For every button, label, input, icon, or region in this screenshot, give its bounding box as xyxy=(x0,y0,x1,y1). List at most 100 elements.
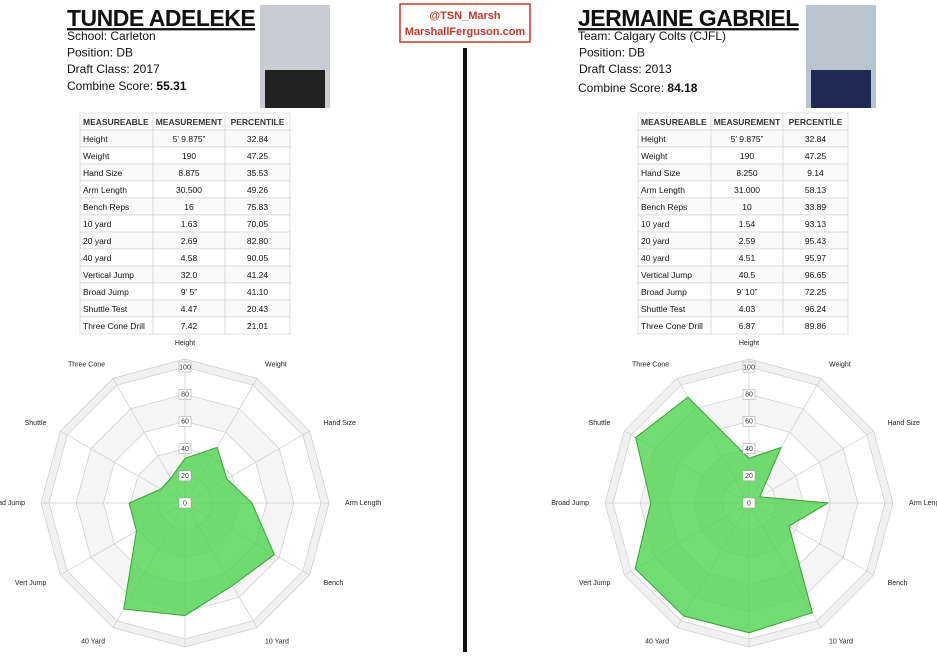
table-text: 82.80 xyxy=(247,236,269,246)
table-text: Vertical Jump xyxy=(83,270,134,280)
table-text: 10 yard xyxy=(83,219,112,229)
axis-label: Height xyxy=(739,340,759,347)
player-info: School: Carleton xyxy=(67,29,156,43)
score-label: Combine Score: xyxy=(578,81,664,95)
table-text: Height xyxy=(641,134,666,144)
axis-label: 10 Yard xyxy=(265,638,289,645)
table-text: 40.5 xyxy=(739,270,756,280)
table-header: MEASUREABLE xyxy=(641,117,707,127)
score-label: Combine Score: xyxy=(67,79,153,93)
r-tick-label: 0 xyxy=(747,500,751,507)
player-info: Position: DB xyxy=(67,46,133,60)
table-text: Bench Reps xyxy=(83,202,129,212)
table-text: 1.54 xyxy=(739,219,756,229)
r-tick-label: 60 xyxy=(181,419,189,426)
player-jersey xyxy=(811,70,871,108)
combine-score: Combine Score: 55.31 xyxy=(67,79,187,93)
table-text: 89.86 xyxy=(805,321,827,331)
axis-label: Shuttle xyxy=(25,420,47,427)
table-text: 4.03 xyxy=(739,304,756,314)
r-tick-label: 0 xyxy=(183,500,187,507)
table-text: Weight xyxy=(641,151,668,161)
table-text: Arm Length xyxy=(83,185,127,195)
table-text: Shuttle Test xyxy=(83,304,128,314)
axis-label: Three Cone xyxy=(632,361,669,368)
tick-label-bg xyxy=(742,388,756,400)
r-tick-label: 20 xyxy=(181,473,189,480)
table-text: 41.24 xyxy=(247,270,269,280)
table-text: Arm Length xyxy=(641,185,685,195)
player-info: Draft Class: 2017 xyxy=(67,62,160,76)
table-header: MEASUREABLE xyxy=(83,117,149,127)
axis-label: 40 Yard xyxy=(81,638,105,645)
axis-label: Broad Jump xyxy=(551,500,589,507)
table-header: PERCENTILE xyxy=(231,117,285,127)
axis-label: Arm Length xyxy=(909,500,937,507)
score-value: 84.18 xyxy=(667,81,697,95)
axis-label: Hand Size xyxy=(888,420,920,427)
tick-label-bg xyxy=(178,388,192,400)
table-text: 20 yard xyxy=(83,236,112,246)
table-text: 21.01 xyxy=(247,321,269,331)
tick-label-bg xyxy=(742,443,756,454)
table-text: 5’ 9.875” xyxy=(731,134,764,144)
credit-handle: @TSN_Marsh xyxy=(429,10,501,22)
table-text: 58.13 xyxy=(805,185,827,195)
table-text: 41.10 xyxy=(247,287,269,297)
player-info: Draft Class: 2013 xyxy=(579,62,672,76)
table-text: Vertical Jump xyxy=(641,270,692,280)
table-text: 4.51 xyxy=(739,253,756,263)
player-info: Team: Calgary Colts (CJFL) xyxy=(578,29,726,43)
axis-label: Three Cone xyxy=(68,361,105,368)
table-text: Height xyxy=(83,134,108,144)
table-text: 75.83 xyxy=(247,202,269,212)
table-text: 30.500 xyxy=(176,185,202,195)
table-text: 10 xyxy=(742,202,752,212)
table-text: Broad Jump xyxy=(641,287,687,297)
radar-area xyxy=(123,446,275,617)
table-text: 90.05 xyxy=(247,253,269,263)
table-text: 9’ 5” xyxy=(181,287,197,297)
player-name: JERMAINE GABRIEL xyxy=(578,5,799,31)
axis-label: Weight xyxy=(829,361,851,368)
table-text: 32.0 xyxy=(181,270,198,280)
table-text: 10 yard xyxy=(641,219,670,229)
table-text: 96.65 xyxy=(805,270,827,280)
table-text: 20 yard xyxy=(641,236,670,246)
r-tick-label: 100 xyxy=(743,364,755,371)
r-tick-label: 60 xyxy=(745,419,753,426)
table-text: 190 xyxy=(182,151,196,161)
table-text: 4.58 xyxy=(181,253,198,263)
tick-label-bg xyxy=(178,443,192,454)
axis-label: Arm Length xyxy=(345,500,381,507)
r-tick-label: 80 xyxy=(181,392,189,399)
combine-score: Combine Score: 84.18 xyxy=(578,81,698,95)
r-tick-label: 100 xyxy=(179,364,191,371)
table-text: 7.42 xyxy=(181,321,198,331)
player-jersey xyxy=(265,70,325,108)
table-header: PERCENTILE xyxy=(789,117,843,127)
credit-box xyxy=(399,3,531,43)
table-text: Bench Reps xyxy=(641,202,687,212)
table-text: 47.25 xyxy=(247,151,269,161)
table-text: 95.43 xyxy=(805,236,827,246)
table-text: 1.63 xyxy=(181,219,198,229)
table-text: 8.875 xyxy=(178,168,200,178)
r-tick-label: 20 xyxy=(745,473,753,480)
axis-label: Bench xyxy=(888,580,908,587)
table-text: 2.69 xyxy=(181,236,198,246)
axis-label: Shuttle xyxy=(589,420,611,427)
table-text: 31.000 xyxy=(734,185,760,195)
table-text: 2.59 xyxy=(739,236,756,246)
table-header: MEASUREMENT xyxy=(714,117,781,127)
table-header: MEASUREMENT xyxy=(156,117,223,127)
axis-label: 10 Yard xyxy=(829,638,853,645)
table-text: 49.26 xyxy=(247,185,269,195)
table-text: Three Cone Drill xyxy=(83,321,145,331)
table-text: 5’ 9.875” xyxy=(173,134,206,144)
axis-label: Vert Jump xyxy=(579,580,611,587)
table-text: 8.250 xyxy=(736,168,758,178)
tick-label-bg xyxy=(178,497,192,509)
table-text: Hand Size xyxy=(83,168,122,178)
